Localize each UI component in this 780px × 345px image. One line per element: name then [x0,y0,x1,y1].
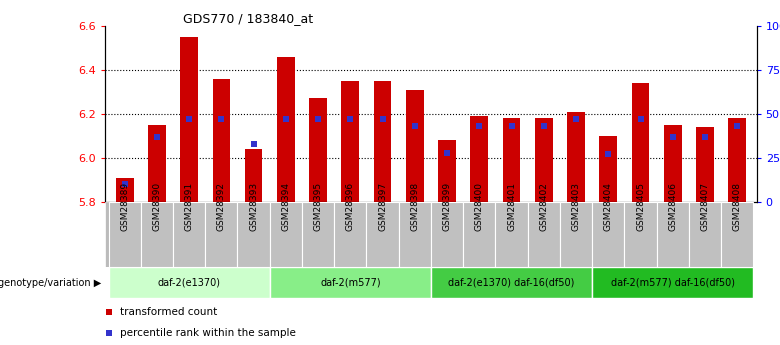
Text: GSM28402: GSM28402 [539,183,548,231]
Bar [406,90,424,202]
Bar [245,149,263,202]
Bar [374,81,392,202]
Bar [729,118,746,202]
Bar [431,202,463,267]
Bar [632,83,650,202]
Text: GDS770 / 183840_at: GDS770 / 183840_at [183,12,314,25]
Bar [277,57,295,202]
Bar [212,79,230,202]
Bar [689,202,722,267]
Bar [270,202,302,267]
Bar [657,202,689,267]
Bar [470,116,488,202]
Bar [309,98,327,202]
Bar [535,118,553,202]
Text: GSM28399: GSM28399 [442,182,452,231]
Bar [237,202,270,267]
Text: daf-2(m577) daf-16(df50): daf-2(m577) daf-16(df50) [611,278,735,288]
Text: GSM28408: GSM28408 [732,182,742,231]
Text: percentile rank within the sample: percentile rank within the sample [120,328,296,338]
Bar [592,267,753,298]
Bar [599,136,617,202]
Bar [431,267,592,298]
Bar [399,202,431,267]
Text: GSM28395: GSM28395 [314,182,323,231]
Text: GSM28391: GSM28391 [185,182,193,231]
Bar [108,267,270,298]
Text: GSM28397: GSM28397 [378,182,387,231]
Bar [592,202,625,267]
Text: daf-2(m577): daf-2(m577) [320,278,381,288]
Bar [463,202,495,267]
Text: GSM28403: GSM28403 [572,182,580,231]
Bar [180,37,198,202]
Bar [140,202,173,267]
Text: GSM28405: GSM28405 [636,182,645,231]
Bar [115,178,133,202]
Text: GSM28389: GSM28389 [120,182,129,231]
Text: GSM28398: GSM28398 [410,182,420,231]
Bar [173,202,205,267]
Bar [108,202,140,267]
Text: GSM28396: GSM28396 [346,182,355,231]
Bar [722,202,753,267]
Text: GSM28404: GSM28404 [604,183,613,231]
Text: GSM28390: GSM28390 [152,182,161,231]
Bar [334,202,367,267]
Text: GSM28394: GSM28394 [282,182,290,231]
Bar [342,81,360,202]
Bar [625,202,657,267]
Bar [560,202,592,267]
Bar [438,140,456,202]
Bar [270,267,431,298]
Bar [664,125,682,202]
Bar [495,202,528,267]
Bar [528,202,560,267]
Text: daf-2(e1370) daf-16(df50): daf-2(e1370) daf-16(df50) [448,278,575,288]
Text: daf-2(e1370): daf-2(e1370) [158,278,221,288]
Bar [367,202,399,267]
Bar [567,112,585,202]
Text: GSM28406: GSM28406 [668,182,677,231]
Text: GSM28401: GSM28401 [507,182,516,231]
Text: GSM28407: GSM28407 [700,182,710,231]
Text: genotype/variation ▶: genotype/variation ▶ [0,278,101,288]
Text: GSM28393: GSM28393 [249,182,258,231]
Bar [148,125,166,202]
Bar [696,127,714,202]
Bar [302,202,334,267]
Text: GSM28400: GSM28400 [475,182,484,231]
Bar [502,118,520,202]
Text: GSM28392: GSM28392 [217,182,226,231]
Text: transformed count: transformed count [120,307,217,317]
Bar [205,202,237,267]
